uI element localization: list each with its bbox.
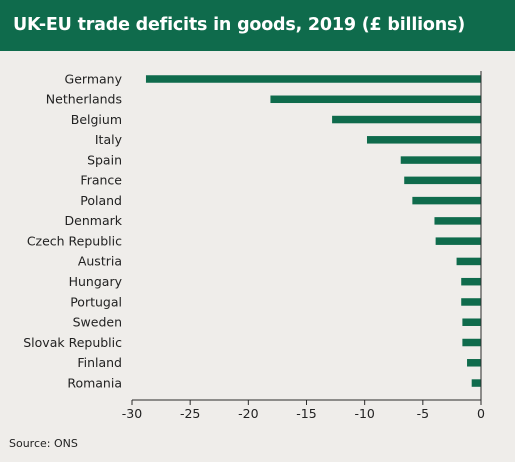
category-label-hungary: Hungary	[69, 274, 123, 289]
x-tick-label: -10	[354, 406, 374, 421]
category-label-poland: Poland	[80, 193, 122, 208]
bar-germany	[145, 75, 481, 83]
source-note: Source: ONS	[9, 437, 78, 450]
category-labels: Germany Netherlands Belgium Italy Spain Franc…	[23, 71, 123, 390]
x-tick-label: -25	[180, 406, 200, 421]
bar-slovak-republic	[462, 338, 481, 347]
bar-austria	[456, 257, 481, 266]
category-label-austria: Austria	[78, 254, 122, 269]
bar-chart: Germany Netherlands Belgium Italy Spain Franc…	[23, 71, 485, 421]
category-label-italy: Italy	[95, 132, 123, 147]
bar-czech-republic	[435, 237, 481, 245]
bar-poland	[412, 196, 481, 205]
chart-title: UK-EU trade deficits in goods, 2019 (£ b…	[13, 15, 466, 35]
x-tick-label: -30	[122, 406, 142, 421]
bar-spain	[400, 156, 481, 164]
category-label-germany: Germany	[65, 71, 123, 86]
bar-italy	[366, 136, 481, 144]
category-label-slovak-republic: Slovak Republic	[23, 335, 122, 350]
bar-belgium	[332, 115, 481, 124]
category-label-spain: Spain	[87, 152, 122, 167]
x-axis: -30 -25 -20 -15 -10 -5 0	[122, 71, 485, 421]
bar-france	[404, 176, 481, 185]
bar-netherlands	[270, 95, 481, 104]
category-label-portugal: Portugal	[70, 294, 122, 309]
bar-romania	[471, 379, 481, 387]
bar-sweden	[462, 318, 481, 326]
category-label-finland: Finland	[77, 355, 122, 370]
category-label-belgium: Belgium	[71, 112, 122, 127]
bar-denmark	[434, 217, 481, 225]
x-tick-label: 0	[477, 406, 485, 421]
category-label-denmark: Denmark	[65, 213, 123, 228]
category-label-france: France	[80, 173, 122, 188]
category-label-romania: Romania	[67, 375, 122, 390]
x-tick-label: -15	[296, 406, 316, 421]
category-label-czech-republic: Czech Republic	[27, 233, 122, 248]
category-label-netherlands: Netherlands	[46, 92, 122, 107]
bar-finland	[467, 359, 481, 367]
x-tick-label: -20	[238, 406, 258, 421]
bar-portugal	[461, 298, 481, 306]
category-label-sweden: Sweden	[73, 315, 122, 330]
chart-header: UK-EU trade deficits in goods, 2019 (£ b…	[0, 0, 515, 51]
bars-layer	[145, 75, 481, 387]
x-tick-label: -5	[417, 406, 429, 421]
bar-hungary	[461, 277, 481, 286]
